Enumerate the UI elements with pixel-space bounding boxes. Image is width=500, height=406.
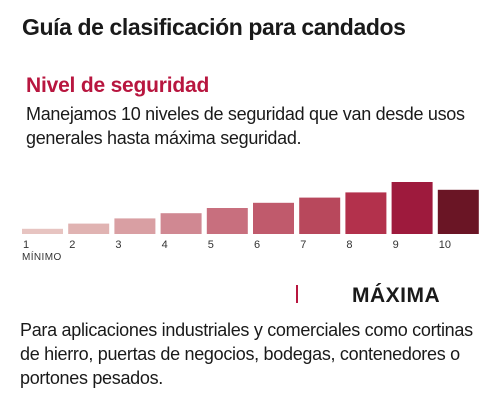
- section-title: Nivel de seguridad: [26, 74, 210, 97]
- bar-level-8: [345, 192, 387, 234]
- bar-level-9: [391, 182, 433, 234]
- tick-label-1: 1: [23, 239, 29, 251]
- security-level-chart: 1 2 3 4 5 6 7 8 9 10 MÍNIMO: [22, 182, 479, 263]
- bar-level-4: [160, 213, 202, 234]
- bar-level-1: [22, 228, 63, 234]
- section-description: Manejamos 10 niveles de seguridad que va…: [26, 104, 465, 148]
- chart-tick-labels: 1 2 3 4 5 6 7 8 9 10: [23, 239, 451, 251]
- chart-bars: [22, 182, 479, 234]
- page-title: Guía de clasificación para candados: [22, 14, 406, 40]
- tick-label-4: 4: [162, 239, 168, 251]
- bar-level-2: [68, 223, 110, 234]
- tick-label-7: 7: [300, 239, 306, 251]
- level-marker: [296, 285, 298, 303]
- tick-label-8: 8: [346, 239, 352, 251]
- min-label: MÍNIMO: [22, 250, 62, 263]
- bar-level-6: [253, 202, 294, 234]
- bar-level-7: [299, 197, 341, 234]
- bar-level-5: [206, 208, 248, 234]
- selected-level-description: Para aplicaciones industriales y comerci…: [20, 320, 473, 388]
- tick-label-5: 5: [208, 239, 214, 251]
- bar-level-3: [114, 218, 156, 234]
- tick-label-9: 9: [393, 239, 399, 251]
- bar-level-10: [437, 189, 479, 234]
- selected-level-name: MÁXIMA: [352, 284, 441, 307]
- tick-label-2: 2: [69, 239, 75, 251]
- tick-label-3: 3: [115, 239, 121, 251]
- tick-label-10: 10: [439, 239, 451, 251]
- tick-label-6: 6: [254, 239, 260, 251]
